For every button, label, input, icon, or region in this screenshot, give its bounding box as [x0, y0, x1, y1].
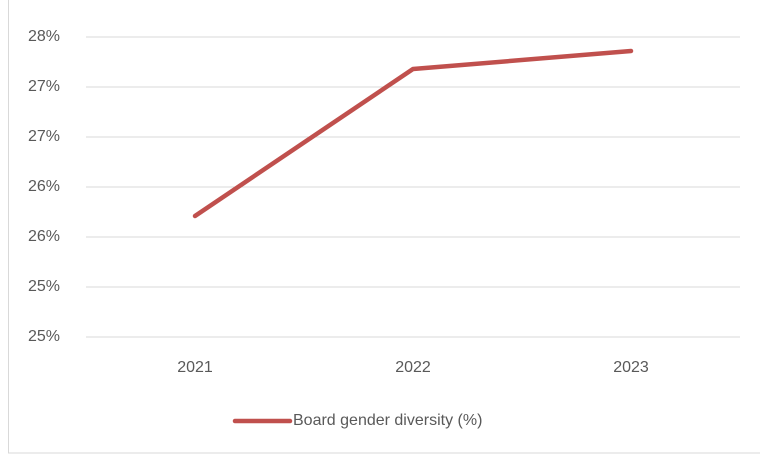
y-tick-label: 26%	[28, 228, 60, 245]
data-line	[192, 48, 634, 219]
x-tick-label: 2023	[613, 359, 649, 376]
y-tick-label: 28%	[28, 28, 60, 45]
y-tick-label: 25%	[28, 278, 60, 295]
x-tick-label: 2021	[177, 359, 213, 376]
y-tick-label: 26%	[28, 178, 60, 195]
y-tick-label: 27%	[28, 128, 60, 145]
legend-label: Board gender diversity (%)	[293, 412, 482, 429]
y-tick-label: 25%	[28, 328, 60, 345]
x-tick-label: 2022	[395, 359, 431, 376]
chart-border	[8, 0, 760, 454]
y-tick-label: 27%	[28, 78, 60, 95]
